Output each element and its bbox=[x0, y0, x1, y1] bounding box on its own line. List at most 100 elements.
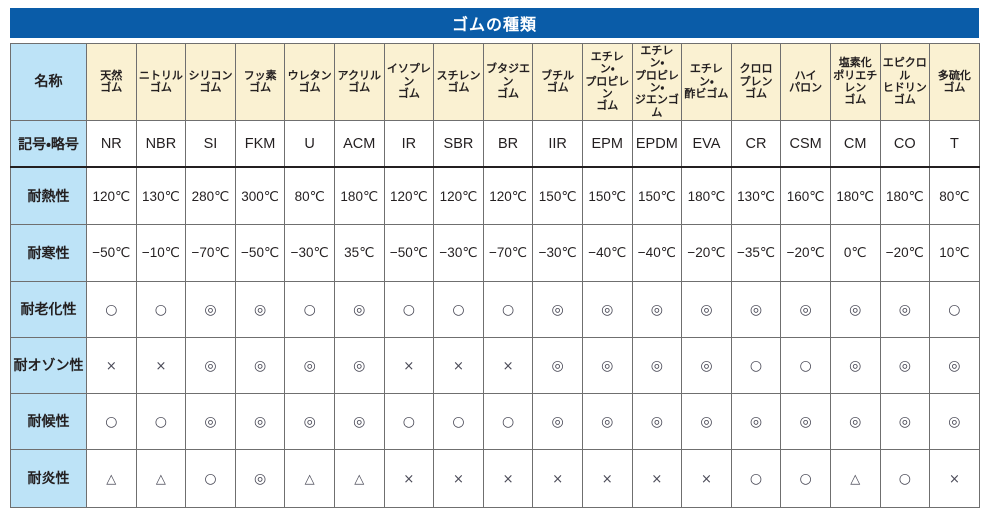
aging-cell-co: ◎ bbox=[879, 280, 931, 338]
rating-symbol: × bbox=[552, 471, 564, 487]
abbr-cell-fkm: FKM bbox=[234, 119, 286, 169]
aging-cell-cr: ◎ bbox=[730, 280, 782, 338]
flame-cell-csm: ○ bbox=[780, 448, 831, 508]
temperature-value: 180℃ bbox=[687, 188, 726, 204]
rating-symbol: ○ bbox=[105, 413, 118, 430]
ozone-cell-si: ◎ bbox=[185, 336, 236, 394]
column-header-line: ゴム bbox=[199, 81, 222, 94]
weather-cell-fkm: ◎ bbox=[234, 392, 286, 450]
row-label-flame: 耐炎性 bbox=[10, 448, 87, 508]
temperature-value: 130℃ bbox=[142, 188, 180, 204]
rating-symbol: × bbox=[453, 358, 464, 374]
cold-cell-csm: −20℃ bbox=[780, 223, 831, 282]
row-label-ozone: 耐オゾン性 bbox=[10, 336, 87, 394]
rating-symbol: △ bbox=[354, 471, 365, 487]
rating-symbol: ◎ bbox=[849, 413, 862, 430]
table-row-heat: 耐熱性 120℃ 130℃ 280℃ 300℃ 80℃ 180℃ 120℃ 120℃ 120℃ 1… bbox=[10, 166, 980, 225]
temperature-value: 180℃ bbox=[836, 188, 875, 204]
aging-cell-acm: ◎ bbox=[333, 280, 385, 338]
abbr-cell-nbr: NBR bbox=[135, 119, 187, 169]
table-row-name: 名称 天然 ゴム ニトリル ゴム シリコン ゴム フッ素 ゴム ウレタン ゴム アクリル ゴム イソプレ… bbox=[10, 43, 980, 121]
rating-symbol: ◎ bbox=[601, 413, 614, 430]
column-header-line: シリコン bbox=[188, 69, 233, 82]
rating-symbol: ◎ bbox=[204, 357, 217, 374]
column-header-line: ゴム bbox=[298, 81, 321, 94]
rating-symbol: ◎ bbox=[749, 301, 763, 318]
flame-cell-nr: △ bbox=[86, 448, 137, 508]
column-header-fkm: フッ素 ゴム bbox=[234, 43, 286, 121]
heat-cell-cm: 180℃ bbox=[829, 166, 881, 225]
temperature-value: 160℃ bbox=[786, 188, 825, 204]
temperature-value: 180℃ bbox=[885, 188, 924, 204]
temperature-value: 10℃ bbox=[939, 245, 970, 261]
row-label-heat: 耐熱性 bbox=[10, 166, 87, 225]
rating-symbol: ◎ bbox=[898, 357, 911, 374]
rating-symbol: × bbox=[502, 471, 514, 487]
cold-cell-sbr: −30℃ bbox=[433, 223, 484, 282]
flame-cell-t: × bbox=[929, 448, 980, 508]
column-header-t: 多硫化 ゴム bbox=[929, 43, 980, 121]
temperature-value: −50℃ bbox=[241, 245, 280, 261]
cold-cell-br: −70℃ bbox=[482, 223, 534, 282]
rating-symbol: ◎ bbox=[253, 357, 267, 374]
column-header-line: ゴム bbox=[943, 81, 966, 94]
abbr-cell-co: CO bbox=[879, 119, 931, 169]
abbr-cell-ir: IR bbox=[383, 119, 435, 169]
column-header-line: 天然 bbox=[100, 69, 123, 82]
heat-cell-csm: 160℃ bbox=[780, 166, 831, 225]
rating-symbol: × bbox=[403, 358, 415, 374]
temperature-value: −50℃ bbox=[92, 245, 131, 261]
rating-symbol: ◎ bbox=[700, 301, 713, 318]
column-header-cm: 塩素化 ポリエチレン ゴム bbox=[829, 43, 881, 121]
temperature-value: 150℃ bbox=[637, 188, 676, 204]
column-header-line: フッ素 bbox=[243, 69, 277, 82]
temperature-value: 120℃ bbox=[439, 188, 478, 204]
column-header-line: ゴム bbox=[149, 81, 172, 94]
rating-symbol: × bbox=[601, 471, 613, 487]
abbr-cell-eva: EVA bbox=[681, 119, 732, 169]
rating-symbol: ◎ bbox=[551, 413, 564, 430]
cold-cell-epdm: −40℃ bbox=[631, 223, 683, 282]
flame-cell-eva: × bbox=[681, 448, 732, 508]
aging-cell-ir: ○ bbox=[383, 280, 435, 338]
column-header-csm: ハイ パロン bbox=[780, 43, 831, 121]
ozone-cell-acm: ◎ bbox=[333, 336, 385, 394]
ozone-cell-csm: ○ bbox=[780, 336, 831, 394]
aging-cell-fkm: ◎ bbox=[234, 280, 286, 338]
cold-cell-co: −20℃ bbox=[879, 223, 931, 282]
cold-cell-acm: 35℃ bbox=[333, 223, 385, 282]
ozone-cell-eva: ◎ bbox=[681, 336, 732, 394]
abbr-cell-sbr: SBR bbox=[433, 119, 484, 169]
rating-symbol: ◎ bbox=[849, 301, 862, 318]
temperature-value: 280℃ bbox=[191, 188, 230, 204]
rating-symbol: ◎ bbox=[650, 413, 663, 430]
heat-cell-iir: 150℃ bbox=[532, 166, 583, 225]
temperature-value: 80℃ bbox=[939, 188, 970, 204]
weather-cell-nbr: ○ bbox=[135, 392, 187, 450]
ozone-cell-iir: ◎ bbox=[532, 336, 583, 394]
cold-cell-ir: −50℃ bbox=[383, 223, 435, 282]
rating-symbol: ○ bbox=[154, 413, 167, 430]
rating-symbol: ◎ bbox=[700, 413, 713, 430]
rating-symbol: ◎ bbox=[204, 413, 217, 430]
temperature-value: −20℃ bbox=[786, 245, 825, 261]
temperature-value: 120℃ bbox=[92, 188, 131, 204]
rating-symbol: ◎ bbox=[253, 413, 267, 430]
rating-symbol: ○ bbox=[204, 470, 217, 487]
row-label-name: 名称 bbox=[10, 43, 87, 121]
rating-symbol: ◎ bbox=[650, 357, 663, 374]
rating-symbol: ○ bbox=[303, 301, 316, 318]
cold-cell-eva: −20℃ bbox=[681, 223, 732, 282]
rating-symbol: ◎ bbox=[303, 357, 316, 374]
column-header-line: ハイ bbox=[794, 69, 817, 82]
heat-cell-acm: 180℃ bbox=[333, 166, 385, 225]
ozone-cell-epm: ◎ bbox=[581, 336, 633, 394]
flame-cell-epm: × bbox=[581, 448, 633, 508]
temperature-value: 35℃ bbox=[344, 245, 375, 261]
column-header-line: ゴム bbox=[596, 100, 619, 113]
rating-symbol: ◎ bbox=[749, 413, 763, 430]
column-header-line: ブタジエン bbox=[486, 63, 531, 88]
temperature-value: −70℃ bbox=[191, 245, 230, 261]
column-header-eva: エチレン・ 酢ビゴム bbox=[681, 43, 732, 121]
table-row-weather: 耐候性 ○ ○ ◎ ◎ ◎ ◎ ○ ○ ○ ◎ ◎ ◎ ◎ ◎ ◎ ◎ ◎ ◎ bbox=[10, 392, 980, 450]
